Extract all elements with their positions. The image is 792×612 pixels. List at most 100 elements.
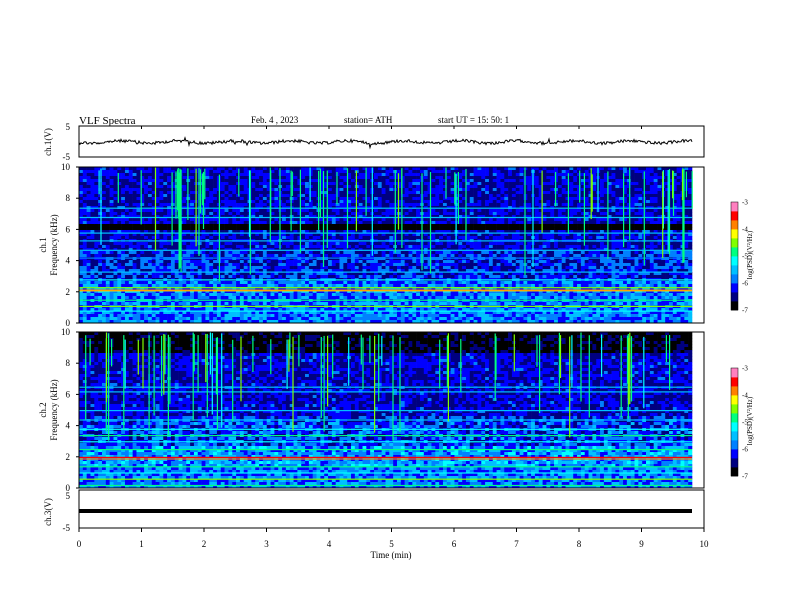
spec1-cell xyxy=(305,170,310,174)
spec1-cell xyxy=(98,233,103,237)
spec1-cell xyxy=(105,227,110,231)
spec1-cell xyxy=(374,167,379,171)
spec1-cell xyxy=(351,203,356,207)
spec1-cell xyxy=(439,170,444,174)
spec1-cell xyxy=(305,185,310,189)
spec1-cell xyxy=(301,218,306,222)
spec1-cell xyxy=(117,308,122,312)
spec1-cell xyxy=(109,272,114,276)
spec1-cell xyxy=(343,233,348,237)
spec1-cell xyxy=(316,236,321,240)
spec1-cell xyxy=(423,281,428,285)
spec1-cell xyxy=(147,230,153,234)
spec1-cell xyxy=(293,290,298,294)
spec1-cell xyxy=(377,272,382,276)
spec1-cell xyxy=(236,248,241,252)
spec1-cell xyxy=(297,179,302,183)
spec1-cell xyxy=(174,272,179,276)
spec1-cell xyxy=(113,227,118,231)
spec1-cell xyxy=(282,191,287,195)
spec1-cell xyxy=(351,200,356,204)
spec1-cell xyxy=(228,188,233,192)
spec1-cell xyxy=(442,233,448,237)
spec1-cell xyxy=(377,248,382,252)
spec1-cell xyxy=(178,311,183,315)
spec1-cell xyxy=(377,320,382,324)
spec1-cell xyxy=(79,320,84,324)
spec1-cell xyxy=(328,185,333,189)
spec1-cell xyxy=(144,242,149,246)
spec1-cell xyxy=(159,311,164,315)
spec1-cell xyxy=(255,245,260,249)
spec1-cell xyxy=(144,182,149,186)
spec1-cell xyxy=(170,182,176,186)
spec1-cell xyxy=(262,197,268,201)
spec1-cell xyxy=(224,203,229,207)
spec1-cell xyxy=(128,290,133,294)
spec1-cell xyxy=(259,254,264,258)
spec1-cell xyxy=(90,227,95,231)
spec1-cell xyxy=(435,173,440,177)
spec1-cell xyxy=(205,263,210,267)
spec1-cell xyxy=(144,245,149,249)
spec1-cell xyxy=(147,260,153,264)
spec1-cell xyxy=(366,314,371,318)
spec1-cell xyxy=(331,194,336,198)
spec1-cell xyxy=(351,248,356,252)
spec1-cell xyxy=(259,266,264,270)
spec1-cell xyxy=(255,275,260,279)
spec1-cell xyxy=(197,215,202,219)
spec1-cell xyxy=(259,224,264,228)
spec1-cell xyxy=(86,218,91,222)
spec1-cell xyxy=(293,236,298,240)
spec1-cell xyxy=(94,320,99,324)
spec1-cell xyxy=(285,284,291,288)
spec1-cell xyxy=(79,254,84,258)
spec1-cell xyxy=(282,203,287,207)
spec1-cell xyxy=(339,269,344,273)
spec1-cell xyxy=(117,263,122,267)
spec1-cell xyxy=(213,236,218,240)
spec1-cell xyxy=(374,194,379,198)
spec1-cell xyxy=(328,200,333,204)
spec1-cell xyxy=(427,173,432,177)
spec1-cell xyxy=(224,221,229,225)
spec1-cell xyxy=(339,194,344,198)
spec1-cell xyxy=(174,188,179,192)
spec1-cell xyxy=(347,296,352,300)
spec1-cell xyxy=(247,302,252,306)
spec1-cell xyxy=(416,170,421,174)
spec1-cell xyxy=(147,293,153,297)
spec1-cell xyxy=(347,233,352,237)
spec1-cell xyxy=(224,227,229,231)
spec1-cell xyxy=(251,203,256,207)
spec1-cell xyxy=(335,320,340,324)
spec1-cell xyxy=(385,173,390,177)
spec1-cell xyxy=(396,296,402,300)
spec1-cell xyxy=(98,296,103,300)
spec1-cell xyxy=(347,287,352,291)
spec1-cell xyxy=(377,275,382,279)
spec1-cell xyxy=(435,281,440,285)
spec1-cell xyxy=(86,293,91,297)
spec1-cell xyxy=(396,170,402,174)
spec1-cell xyxy=(209,170,214,174)
spec1-cell xyxy=(404,227,409,231)
spec1-cell xyxy=(82,200,87,204)
spec1-cell xyxy=(285,212,291,216)
spec1-cell xyxy=(419,317,425,321)
spec1-cell xyxy=(423,182,428,186)
spec1-cell xyxy=(79,269,84,273)
spec1-cell xyxy=(101,308,107,312)
spec1-cell xyxy=(423,209,428,213)
spec1-cell xyxy=(186,311,191,315)
spec1-cell xyxy=(147,218,153,222)
spec1-cell xyxy=(358,275,363,279)
spec1-cell xyxy=(170,212,176,216)
spec1-cell xyxy=(94,290,99,294)
spec1-cell xyxy=(167,203,172,207)
spec1-cell xyxy=(101,194,107,198)
spec1-cell xyxy=(358,224,363,228)
spec1-cell xyxy=(301,173,306,177)
spec1-cell xyxy=(255,176,260,180)
